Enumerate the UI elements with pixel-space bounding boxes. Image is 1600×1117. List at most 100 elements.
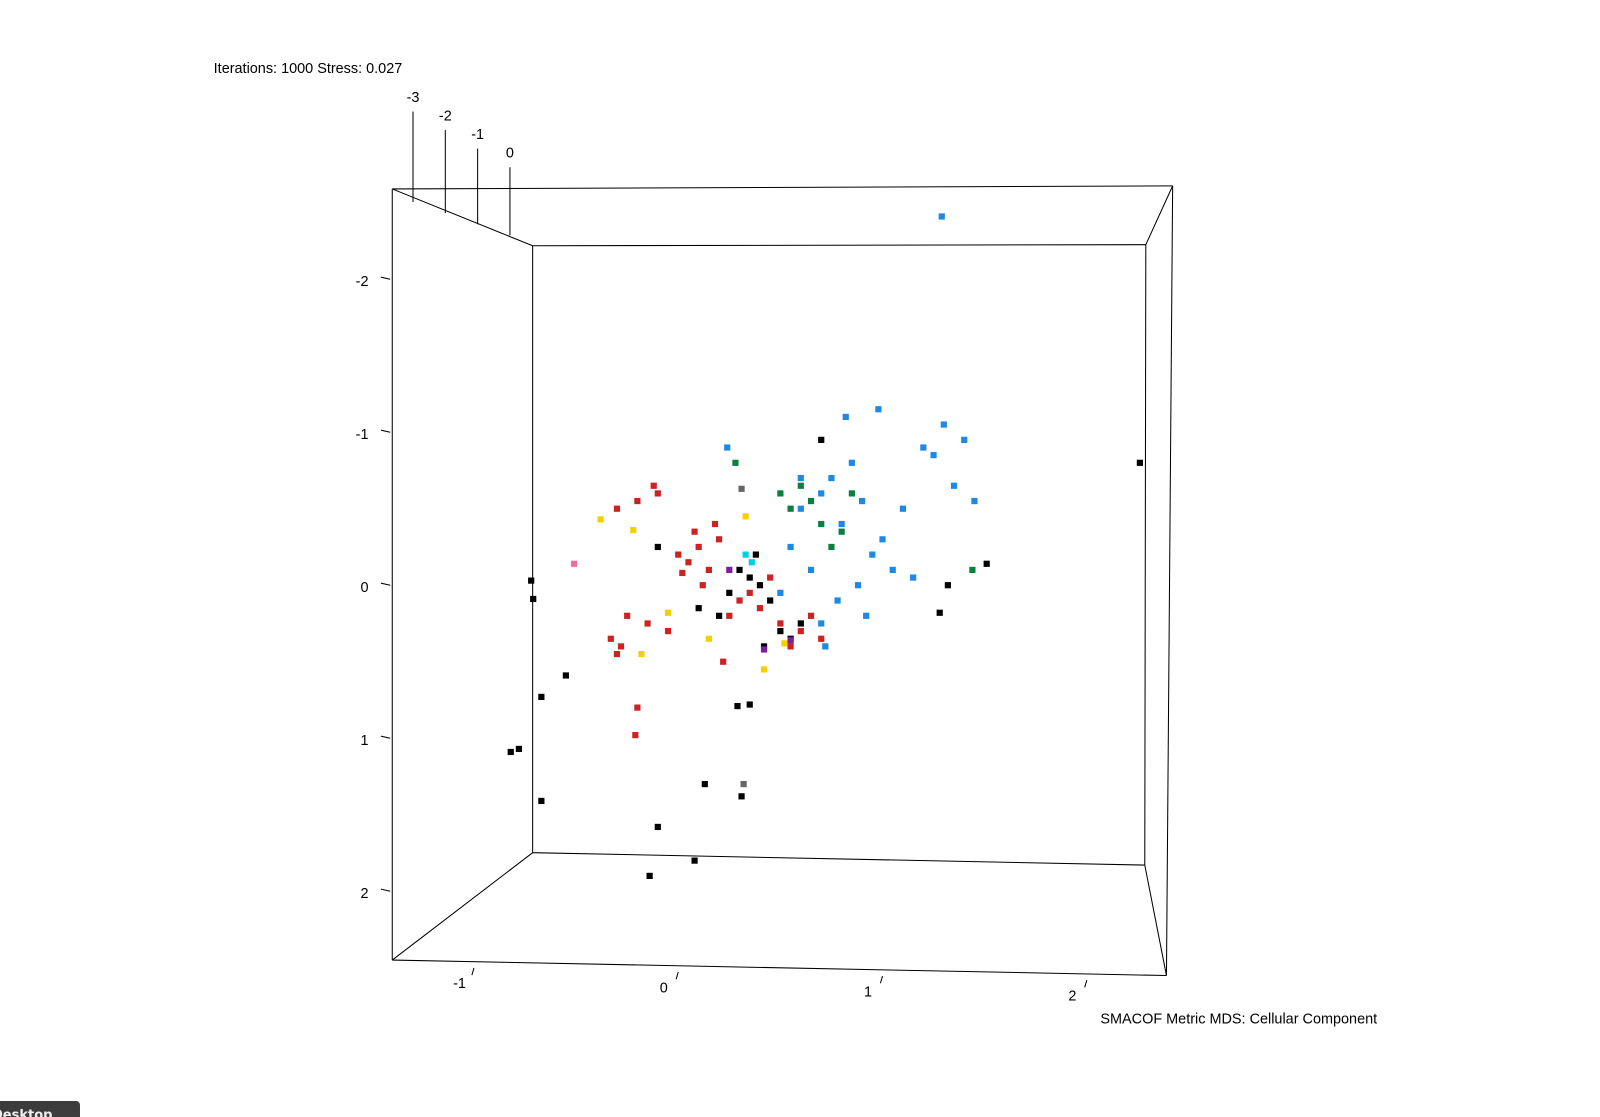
z-tick-label: -1 — [471, 127, 484, 143]
point — [938, 213, 945, 220]
plot-box — [391, 185, 1174, 977]
point — [715, 536, 723, 543]
y-tick-label: 0 — [360, 580, 368, 596]
point — [828, 543, 835, 551]
point — [736, 566, 743, 574]
point — [818, 490, 825, 497]
point — [971, 497, 978, 505]
y-tick — [380, 582, 391, 586]
point — [664, 609, 672, 616]
point — [777, 589, 784, 596]
z-tick-label: 0 — [506, 146, 514, 162]
point — [732, 459, 739, 466]
point — [961, 436, 968, 443]
x-tick — [879, 975, 884, 984]
point — [940, 421, 947, 428]
point — [634, 497, 641, 505]
point — [738, 485, 745, 492]
point — [515, 745, 523, 753]
point — [930, 452, 937, 459]
x-tick — [1084, 979, 1088, 988]
point — [944, 582, 951, 589]
point — [752, 551, 759, 558]
x-tick-label: 1 — [864, 984, 872, 1000]
y-tick-label: 1 — [360, 733, 368, 749]
point — [638, 650, 645, 658]
point — [818, 436, 825, 443]
point — [858, 497, 866, 505]
point — [756, 582, 764, 589]
point — [818, 635, 825, 642]
caption: SMACOF Metric MDS: Cellular Component — [1100, 1012, 1377, 1028]
point — [848, 459, 855, 466]
point — [724, 444, 731, 451]
point — [538, 693, 545, 700]
point — [646, 872, 653, 879]
point — [950, 482, 958, 489]
x-tick-label: 2 — [1068, 988, 1076, 1004]
point — [889, 566, 896, 574]
y-tick-label: 2 — [360, 886, 368, 902]
point — [910, 574, 917, 581]
point — [899, 505, 907, 512]
point — [617, 643, 625, 650]
point — [654, 490, 661, 497]
point — [848, 490, 855, 497]
point — [787, 637, 794, 644]
point — [983, 560, 990, 567]
point — [969, 566, 976, 574]
x-tick — [675, 971, 679, 980]
point — [630, 527, 637, 534]
point — [787, 505, 794, 512]
point — [664, 628, 672, 635]
point — [854, 582, 862, 589]
point — [675, 551, 682, 558]
point — [613, 505, 621, 512]
point — [711, 520, 719, 528]
point — [807, 612, 815, 619]
point — [797, 620, 804, 627]
point — [920, 444, 927, 451]
z-tick-label: -2 — [439, 109, 452, 125]
point — [746, 701, 753, 708]
point — [742, 551, 749, 558]
point — [644, 620, 651, 627]
point — [787, 643, 794, 650]
x-tick-label: 0 — [660, 980, 668, 996]
x-tick-label: -1 — [453, 976, 466, 992]
point — [838, 520, 845, 528]
point — [701, 781, 708, 788]
point — [807, 497, 815, 505]
point — [679, 569, 686, 577]
point — [720, 658, 727, 665]
point — [828, 475, 835, 482]
point — [695, 543, 702, 551]
point — [879, 536, 886, 543]
point — [570, 560, 578, 567]
point — [746, 589, 753, 596]
point — [797, 475, 804, 482]
point — [818, 520, 825, 528]
point — [632, 732, 639, 739]
point — [767, 574, 774, 581]
point — [787, 543, 794, 551]
point — [1136, 459, 1143, 466]
point — [528, 577, 535, 584]
point — [538, 797, 545, 805]
point — [822, 643, 829, 650]
point — [715, 612, 723, 619]
x-tick — [471, 967, 475, 976]
desktop-tab[interactable]: Desktop — [0, 1101, 80, 1117]
point — [777, 628, 784, 635]
point — [691, 528, 698, 535]
y-tick-label: -1 — [356, 427, 369, 443]
point — [654, 543, 661, 551]
y-tick — [380, 276, 391, 280]
point — [797, 482, 804, 489]
point — [530, 595, 537, 603]
point — [807, 566, 815, 574]
point — [742, 513, 749, 520]
point — [562, 672, 569, 679]
